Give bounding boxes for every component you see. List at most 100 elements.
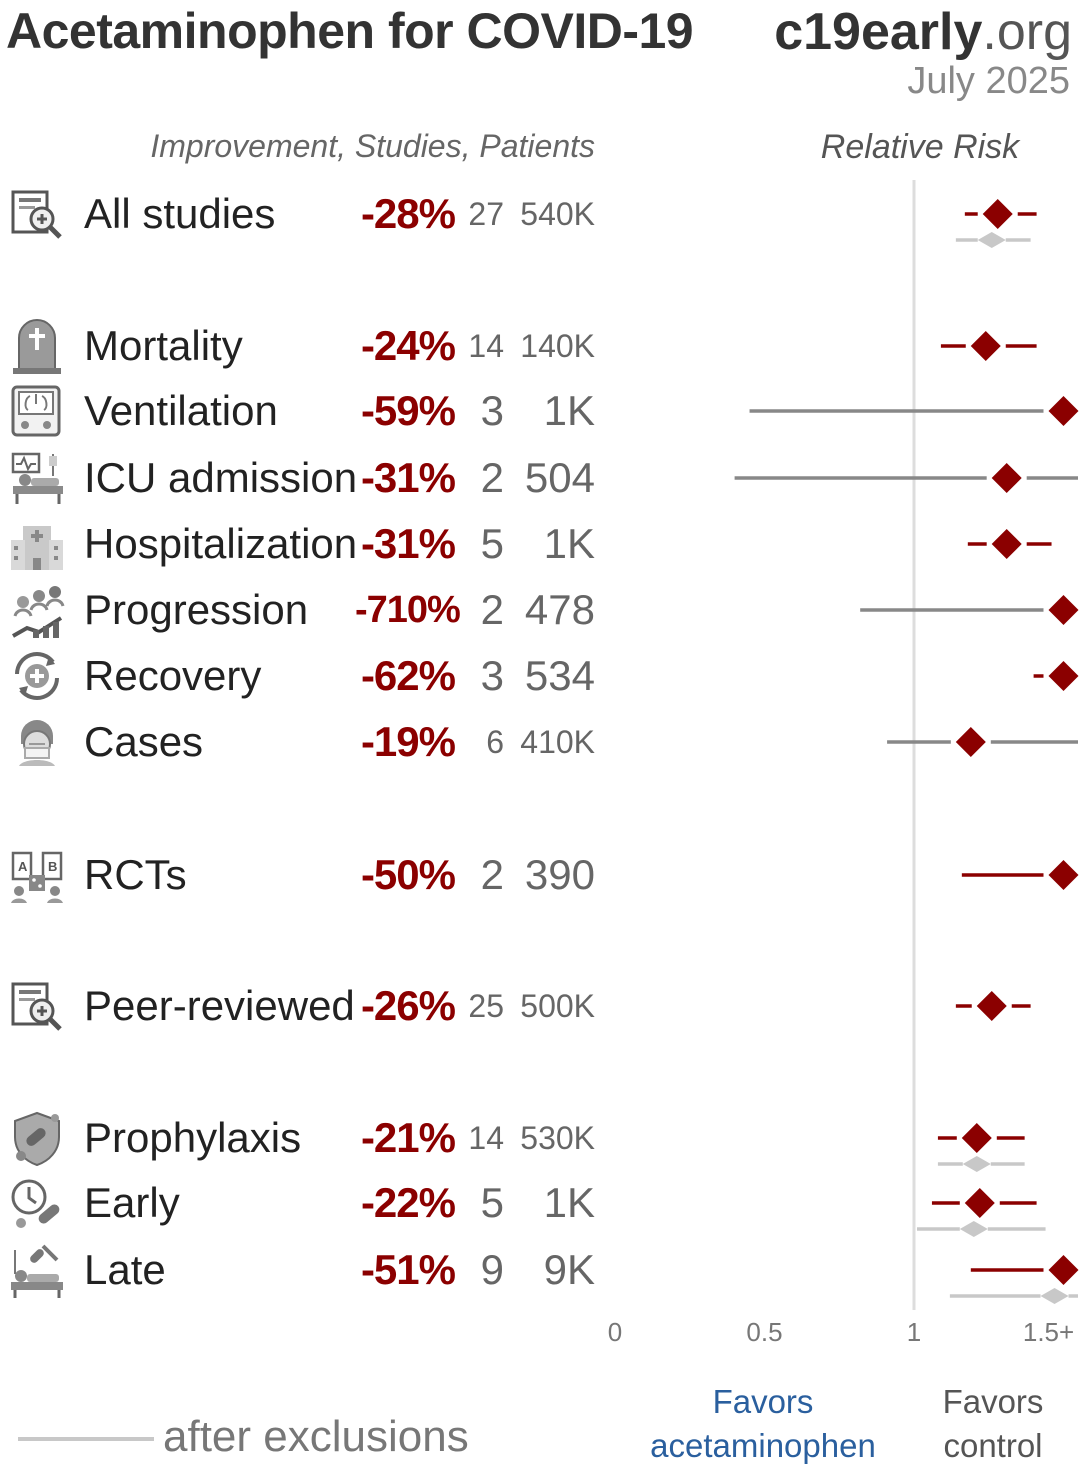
study-count: 14 — [468, 1120, 504, 1156]
study-count: 2 — [480, 851, 504, 898]
effect-marker — [1048, 860, 1079, 890]
mortality-icon — [8, 318, 66, 374]
effect-marker — [970, 331, 1001, 361]
x-tick-label: 0.5 — [746, 1317, 782, 1347]
effect-marker-after-exclusions — [977, 232, 1006, 248]
improvement-value: -22% — [360, 1179, 456, 1226]
improvement-value: -62% — [360, 652, 456, 699]
all-studies-icon — [8, 186, 66, 242]
legend-label-after-exclusions: after exclusions — [163, 1412, 469, 1461]
patient-count: 1K — [543, 1179, 595, 1226]
study-count: 27 — [468, 196, 504, 232]
improvement-value: -51% — [360, 1246, 456, 1293]
effect-marker — [991, 529, 1022, 559]
effect-marker — [991, 463, 1022, 493]
row-label: All studies — [84, 190, 276, 237]
row-label: Hospitalization — [84, 520, 358, 567]
improvement-value: -19% — [360, 718, 456, 765]
favors-treatment-label: Favors acetaminophen — [640, 1380, 886, 1468]
study-count: 5 — [480, 1179, 504, 1226]
study-count: 3 — [480, 652, 504, 699]
improvement-value: -24% — [360, 322, 456, 369]
peer-reviewed-icon — [8, 978, 66, 1034]
early-treatment-icon — [8, 1175, 66, 1231]
effect-marker — [955, 727, 986, 757]
improvement-value: -21% — [360, 1114, 456, 1161]
ventilation-icon — [8, 383, 66, 439]
svg-text:A: A — [18, 859, 28, 874]
patient-count: 410K — [520, 724, 595, 760]
row-label: Peer-reviewed — [84, 982, 355, 1029]
improvement-value: -31% — [360, 454, 456, 501]
patient-count: 1K — [543, 387, 595, 434]
study-count: 2 — [480, 454, 504, 501]
site-name: c19early — [774, 3, 983, 61]
effect-marker — [1048, 661, 1079, 691]
row-label: Ventilation — [84, 387, 278, 434]
column-header-stats: Improvement, Studies, Patients — [150, 128, 595, 164]
patient-count: 9K — [543, 1246, 595, 1293]
row-label: Prophylaxis — [84, 1114, 302, 1161]
patient-count: 530K — [520, 1120, 595, 1156]
study-count: 14 — [468, 328, 504, 364]
patient-count: 390 — [524, 851, 595, 898]
page-title: Acetaminophen for COVID-19 — [6, 3, 694, 59]
favors-control-label: Favors control — [926, 1380, 1060, 1468]
improvement-value: -28% — [360, 190, 456, 237]
row-label: RCTs — [84, 851, 187, 898]
study-count: 5 — [480, 520, 504, 567]
row-label: Cases — [84, 718, 204, 765]
effect-marker-after-exclusions — [1040, 1288, 1069, 1304]
icu-admission-icon — [8, 450, 66, 506]
patient-count: 504 — [524, 454, 595, 501]
effect-marker — [1048, 396, 1079, 426]
date-label: July 2025 — [907, 60, 1070, 102]
patient-count: 478 — [524, 586, 595, 633]
study-count: 25 — [468, 988, 504, 1024]
effect-marker — [961, 1123, 992, 1153]
favors-treatment-line-2: acetaminophen — [650, 1427, 876, 1465]
effect-marker — [982, 199, 1013, 229]
favors-treatment-line-1: Favors — [712, 1383, 814, 1420]
study-count: 6 — [486, 724, 504, 760]
effect-marker-after-exclusions — [959, 1221, 988, 1237]
improvement-value: -59% — [360, 387, 456, 434]
x-tick-label: 0 — [608, 1317, 622, 1347]
patient-count: 540K — [520, 196, 595, 232]
patient-count: 140K — [520, 328, 595, 364]
effect-marker — [964, 1188, 995, 1218]
row-label: Early — [84, 1179, 180, 1226]
effect-marker — [1048, 1255, 1079, 1285]
improvement-value: -50% — [360, 851, 456, 898]
patient-count: 500K — [520, 988, 595, 1024]
row-label: Progression — [84, 586, 309, 633]
effect-marker — [1048, 595, 1079, 625]
late-treatment-icon — [8, 1242, 66, 1298]
legend-line-after-exclusions — [18, 1437, 154, 1441]
favors-control-line-1: Favors — [942, 1383, 1044, 1420]
study-count: 9 — [480, 1246, 504, 1293]
row-label: ICU admission — [84, 454, 358, 501]
x-tick-label: 1.5+ — [1023, 1317, 1074, 1347]
improvement-value: -31% — [360, 520, 456, 567]
study-count: 2 — [480, 586, 504, 633]
patient-count: 1K — [543, 520, 595, 567]
x-tick-label: 1 — [907, 1317, 921, 1347]
effect-marker — [976, 991, 1007, 1021]
site-tld: .org — [982, 3, 1072, 61]
site-logo[interactable]: c19early.org — [774, 2, 1072, 62]
progression-icon — [8, 582, 66, 638]
cases-icon — [8, 714, 66, 770]
effect-marker-after-exclusions — [962, 1156, 991, 1172]
patient-count: 534 — [524, 652, 595, 699]
improvement-value: -26% — [360, 982, 456, 1029]
recovery-icon — [8, 648, 66, 704]
row-label: Mortality — [84, 322, 243, 369]
svg-text:B: B — [48, 859, 57, 874]
row-label: Recovery — [84, 652, 262, 699]
hospitalization-icon — [8, 516, 66, 572]
favors-control-line-2: control — [943, 1427, 1043, 1465]
study-count: 3 — [480, 387, 504, 434]
